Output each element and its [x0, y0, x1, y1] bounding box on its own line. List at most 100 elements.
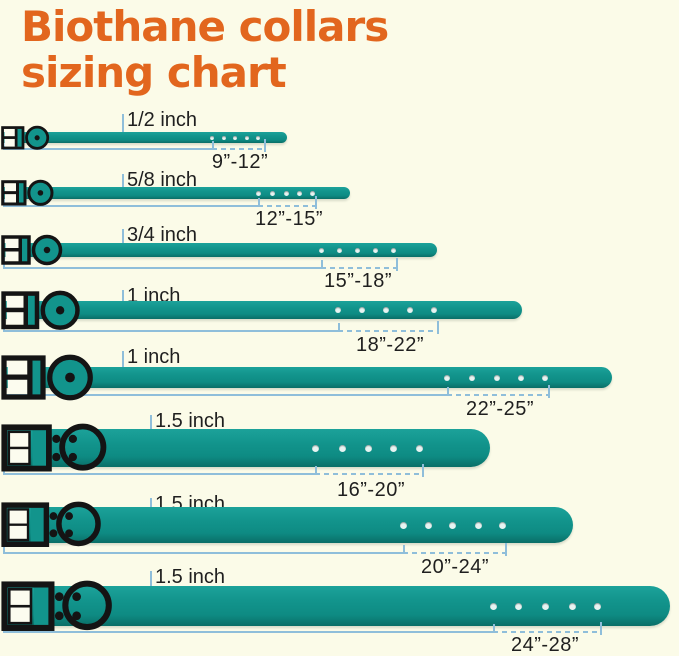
size-range-label: 22”-25”: [466, 398, 534, 420]
measure-line: [3, 394, 447, 396]
strap-hole: [415, 444, 423, 452]
measure-dashed-line: [258, 205, 315, 207]
width-label: 5/8 inch: [127, 169, 198, 191]
width-label: 1 inch: [127, 285, 181, 307]
width-label: 1 inch: [127, 346, 181, 368]
measure-dash-start-tick: [315, 466, 317, 475]
measure-line: [3, 267, 321, 269]
measure-dash-start-tick: [321, 260, 323, 269]
strap-hole: [233, 135, 237, 140]
strap-hole: [372, 247, 378, 253]
measure-line: [3, 552, 403, 554]
measure-line: [3, 631, 493, 633]
width-tick-line: [150, 498, 152, 543]
measure-line: [3, 473, 315, 475]
collar-strap: [2, 429, 490, 467]
strap-hole: [311, 444, 319, 452]
width-tick-line: [122, 114, 124, 143]
size-range-label: 20”-24”: [421, 556, 489, 578]
page-title: Biothane collars sizing chart: [21, 2, 389, 97]
measure-left-tick: [3, 319, 5, 332]
strap-hole: [498, 521, 506, 529]
strap-hole: [383, 307, 389, 313]
strap-hole: [431, 307, 437, 313]
strap-hole: [210, 135, 214, 140]
measure-left-tick: [3, 388, 5, 396]
strap-hole: [474, 521, 482, 529]
measure-left-tick: [3, 257, 5, 269]
measure-left-tick: [3, 543, 5, 554]
strap-hole: [318, 247, 324, 253]
buckle-ring-icon: [1, 354, 93, 401]
width-tick-line: [150, 415, 152, 467]
measure-dash-end-tick: [505, 543, 507, 556]
measure-left-tick: [3, 143, 5, 150]
strap-hole: [269, 190, 275, 196]
strap-hole: [245, 135, 249, 140]
collar-strap: [2, 507, 573, 543]
strap-hole: [518, 374, 524, 381]
strap-hole: [296, 190, 302, 196]
size-range-label: 9”-12”: [211, 151, 269, 173]
width-tick-line: [122, 290, 124, 319]
width-tick-line: [122, 174, 124, 199]
strap-hole: [364, 444, 372, 452]
strap-hole: [222, 135, 226, 140]
collar-strap: [2, 301, 522, 319]
size-range-label: 15”-18”: [324, 270, 392, 292]
measure-dash-start-tick: [338, 323, 340, 332]
measure-left-tick: [3, 199, 5, 207]
strap-hole: [336, 247, 342, 253]
measure-dash-end-tick: [422, 464, 424, 477]
measure-dash-start-tick: [212, 141, 214, 150]
width-label: 1.5 inch: [155, 493, 226, 515]
strap-hole: [489, 602, 497, 610]
measure-line: [3, 205, 258, 207]
strap-hole: [354, 247, 360, 253]
strap-hole: [593, 602, 601, 610]
strap-hole: [399, 521, 407, 529]
measure-dash-start-tick: [258, 198, 260, 207]
width-label: 1.5 inch: [155, 410, 226, 432]
collar-strap: [2, 243, 437, 257]
strap-hole: [309, 190, 315, 196]
strap-hole: [338, 444, 346, 452]
measure-dashed-line: [321, 267, 396, 269]
collar-strap: [2, 187, 350, 199]
strap-hole: [389, 444, 397, 452]
measure-line: [3, 330, 338, 332]
buckle-ring-icon: [1, 234, 63, 266]
measure-dashed-line: [447, 394, 548, 396]
measure-dash-end-tick: [315, 196, 317, 209]
size-range-label: 18”-22”: [356, 334, 424, 356]
size-range-label: 12”-15”: [255, 208, 323, 230]
strap-hole: [542, 374, 548, 381]
measure-dash-end-tick: [264, 139, 266, 152]
strap-hole: [407, 307, 413, 313]
width-tick-line: [122, 351, 124, 388]
collar-strap: [2, 586, 670, 626]
strap-hole: [568, 602, 576, 610]
page-title-line1: Biothane collars: [21, 2, 389, 51]
measure-dashed-line: [212, 148, 264, 150]
measure-dash-start-tick: [493, 624, 495, 633]
strap-hole: [256, 135, 260, 140]
page-title-line2: sizing chart: [21, 48, 287, 97]
strap-hole: [424, 521, 432, 529]
measure-dash-end-tick: [437, 321, 439, 334]
measure-left-tick: [3, 467, 5, 475]
collar-strap: [2, 367, 612, 388]
measure-dash-end-tick: [548, 385, 550, 398]
size-range-label: 16”-20”: [337, 479, 405, 501]
measure-dash-end-tick: [396, 258, 398, 271]
buckle-dring-icon: [1, 501, 101, 548]
width-label: 1.5 inch: [155, 566, 226, 588]
strap-hole: [359, 307, 365, 313]
width-tick-line: [150, 571, 152, 626]
